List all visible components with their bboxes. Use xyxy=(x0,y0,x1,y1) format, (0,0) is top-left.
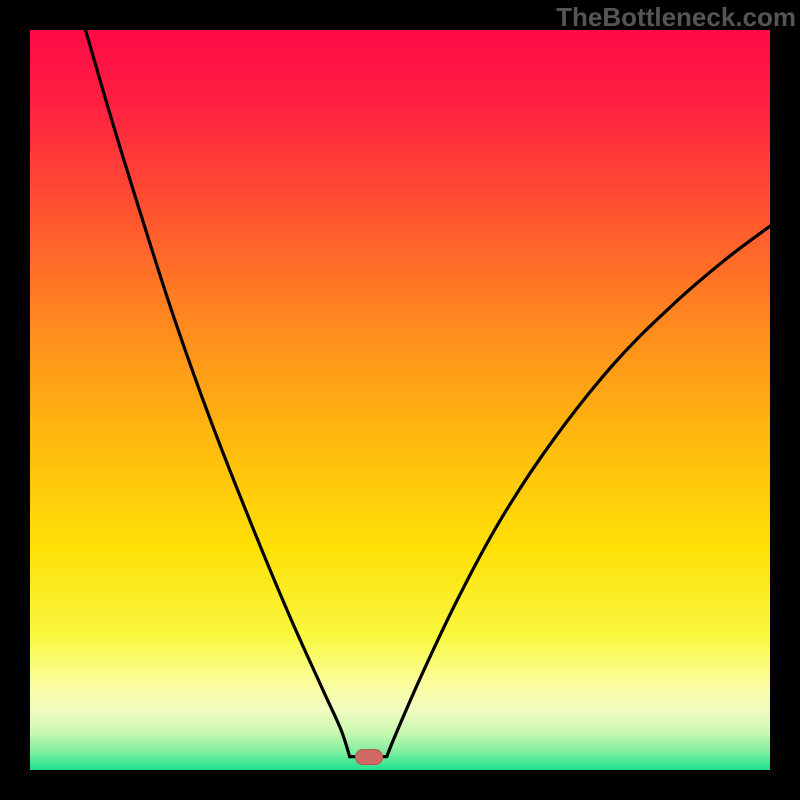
bottleneck-curve xyxy=(30,30,770,770)
plot-area xyxy=(30,30,770,770)
attribution-label: TheBottleneck.com xyxy=(556,2,796,33)
optimum-marker xyxy=(355,749,383,765)
chart-container: TheBottleneck.com xyxy=(0,0,800,800)
